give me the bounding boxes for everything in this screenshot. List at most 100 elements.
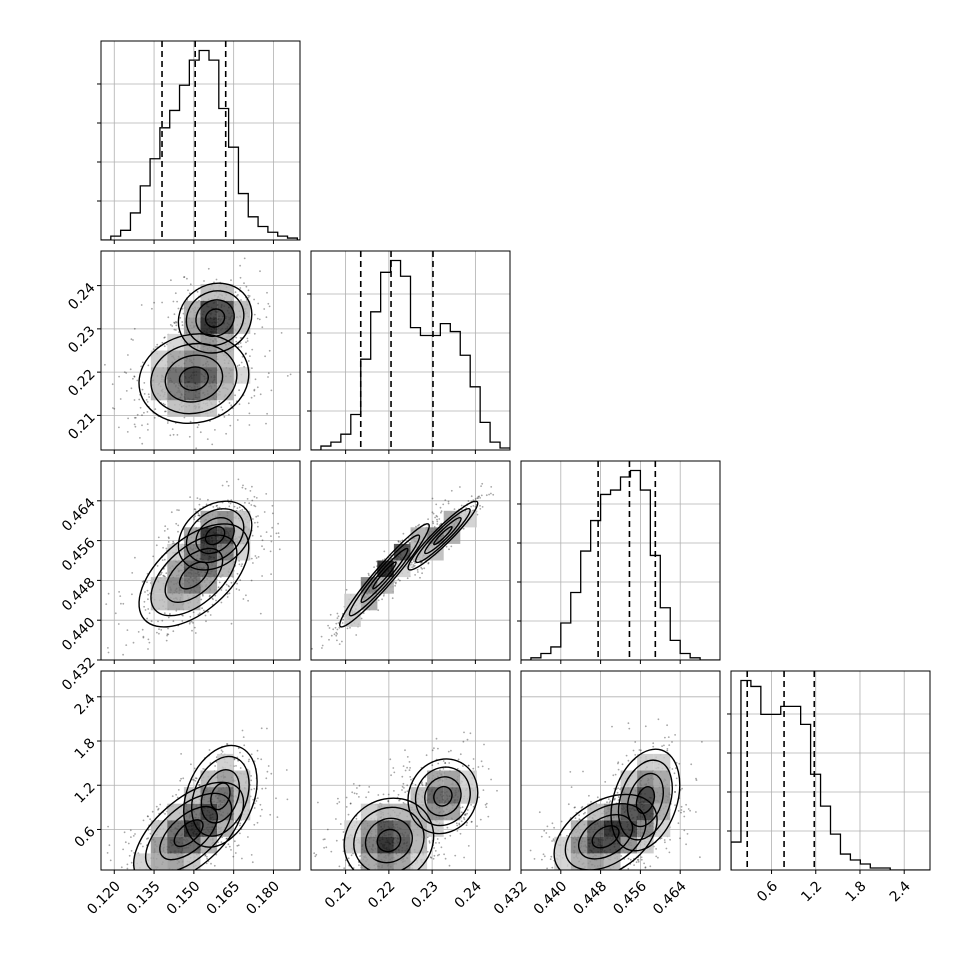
scatter-point xyxy=(141,424,143,427)
scatter-point xyxy=(267,302,270,305)
scatter-point xyxy=(472,499,475,502)
scatter-point xyxy=(592,875,594,877)
scatter-point xyxy=(516,451,518,453)
scatter-point xyxy=(244,501,246,504)
scatter-point xyxy=(169,877,171,879)
scatter-point xyxy=(163,612,166,615)
scatter-point xyxy=(314,507,316,509)
contour-line xyxy=(183,744,258,848)
density-cell xyxy=(410,836,428,854)
scatter-point xyxy=(447,750,450,753)
scatter-point xyxy=(114,612,117,615)
scatter-point xyxy=(229,502,232,505)
scatter-point xyxy=(175,321,178,324)
scatter-point xyxy=(387,800,390,802)
scatter-point xyxy=(123,371,126,373)
scatter-point xyxy=(485,494,488,497)
contour-line xyxy=(177,282,253,354)
density-cell xyxy=(150,367,168,384)
scatter-point xyxy=(429,872,431,874)
scatter-point xyxy=(372,883,374,885)
scatter-point xyxy=(436,838,439,840)
scatter-point xyxy=(333,633,336,636)
density-cell xyxy=(360,820,378,837)
scatter-point xyxy=(241,486,244,489)
scatter-point xyxy=(236,507,239,510)
scatter-point xyxy=(239,751,241,754)
scatter-point xyxy=(220,589,223,591)
scatter-point xyxy=(176,300,179,303)
scatter-point xyxy=(412,564,415,566)
scatter-point xyxy=(406,790,409,793)
scatter-point xyxy=(337,615,340,618)
scatter-point xyxy=(372,882,374,884)
scatter-point xyxy=(146,838,148,840)
scatter-point xyxy=(259,270,261,273)
scatter-point xyxy=(231,456,233,458)
scatter-point xyxy=(199,612,201,615)
scatter-point xyxy=(147,608,150,610)
scatter-point xyxy=(251,348,254,351)
scatter-point xyxy=(106,852,109,854)
scatter-point xyxy=(228,413,230,416)
scatter-point xyxy=(221,484,224,487)
scatter-point xyxy=(254,505,257,508)
scatter-point xyxy=(419,576,421,579)
scatter-point xyxy=(492,493,495,496)
scatter-point xyxy=(194,508,197,511)
scatter-point xyxy=(215,278,218,281)
scatter-point xyxy=(169,324,172,326)
scatter-point xyxy=(328,638,330,641)
scatter-point xyxy=(167,616,170,619)
scatter-point xyxy=(113,407,116,410)
density-cell xyxy=(183,593,201,611)
scatter-point xyxy=(190,620,193,623)
scatter-point xyxy=(172,630,175,633)
scatter-point xyxy=(421,781,423,784)
scatter-point xyxy=(360,617,363,620)
scatter-point xyxy=(404,791,407,794)
scatter-point xyxy=(459,753,462,756)
scatter-point xyxy=(460,504,463,507)
scatter-point xyxy=(404,769,407,772)
contour-line xyxy=(159,805,218,861)
scatter-point xyxy=(164,403,166,406)
scatter-point xyxy=(235,765,237,767)
scatter-point xyxy=(425,784,427,786)
scatter-point xyxy=(120,866,123,869)
scatter-point xyxy=(246,498,249,500)
scatter-point xyxy=(247,760,250,763)
scatter-point xyxy=(235,336,238,339)
contour-line xyxy=(433,785,453,807)
scatter-point xyxy=(412,565,415,568)
scatter-point xyxy=(107,825,109,828)
scatter-point xyxy=(93,877,95,879)
scatter-point xyxy=(417,571,419,573)
scatter-point xyxy=(245,285,248,288)
scatter-point xyxy=(382,793,385,796)
scatter-point xyxy=(278,548,281,551)
scatter-point xyxy=(247,289,250,292)
scatter-point xyxy=(167,627,169,630)
scatter-point xyxy=(315,853,318,856)
scatter-point xyxy=(406,784,409,787)
scatter-point xyxy=(435,514,438,517)
scatter-point xyxy=(143,605,146,608)
density-cell xyxy=(393,853,411,870)
scatter-point xyxy=(143,600,146,603)
scatter-point xyxy=(617,768,620,771)
scatter-point xyxy=(397,540,400,542)
panel-2-1 xyxy=(310,451,518,664)
scatter-point xyxy=(256,797,259,799)
scatter-point xyxy=(410,561,413,564)
scatter-point xyxy=(145,399,148,401)
contour-line xyxy=(433,525,453,546)
scatter-point xyxy=(421,568,424,570)
scatter-point xyxy=(425,785,428,787)
scatter-point xyxy=(239,264,242,267)
scatter-point xyxy=(359,889,361,891)
scatter-point xyxy=(432,857,435,860)
scatter-point xyxy=(488,493,490,496)
scatter-point xyxy=(201,593,204,596)
